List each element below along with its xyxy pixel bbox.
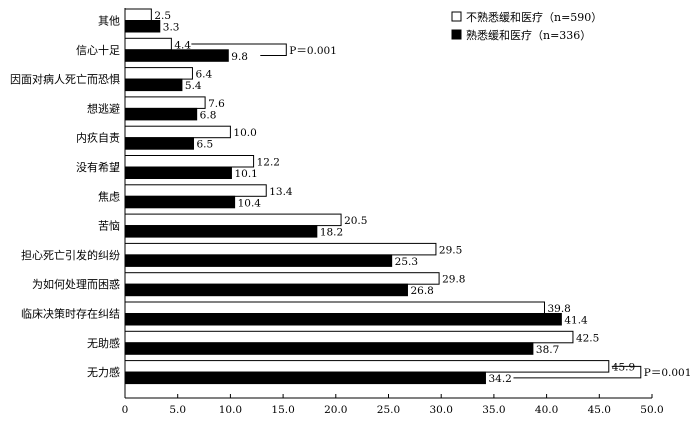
value-label: 25.3 <box>395 256 418 268</box>
legend-swatch-unfamiliar <box>451 11 462 22</box>
category-label: 为如何处理而困惑 <box>32 277 120 291</box>
category-label: 信心十足 <box>76 43 120 57</box>
value-label: 10.0 <box>233 127 256 139</box>
x-axis: 0 5.0 10.0 15.0 20.0 25.0 30.0 35.0 40.0 45.0 50.0 <box>122 8 664 416</box>
value-label: 38.7 <box>536 344 559 356</box>
value-label: 7.6 <box>208 98 225 110</box>
p-value-label: P＝0.001 <box>644 367 692 379</box>
bar-familiar <box>124 49 229 62</box>
bar-familiar <box>124 371 486 385</box>
p-value-label: P＝0.001 <box>289 45 337 57</box>
category-label: 担心死亡引发的纠纷 <box>21 248 120 262</box>
value-label: 2.5 <box>154 10 171 22</box>
bar-unfamiliar <box>124 330 574 344</box>
category-label: 无力感 <box>87 366 120 379</box>
value-label: 5.4 <box>185 80 202 92</box>
legend: 不熟悉缓和医疗（n=590） 熟悉缓和医疗（n=336） <box>451 10 602 42</box>
x-tick-label: 0 <box>122 404 129 416</box>
value-label: 20.5 <box>344 215 367 227</box>
significance-bracket <box>191 43 287 57</box>
bar-familiar <box>124 78 183 92</box>
bar-unfamiliar <box>124 301 545 314</box>
x-tick-label: 45.0 <box>588 404 611 416</box>
bar-unfamiliar <box>124 67 193 80</box>
value-label: 6.4 <box>195 69 212 81</box>
category-label: 想逃避 <box>87 101 120 115</box>
value-label: 39.8 <box>547 303 570 315</box>
bars <box>124 8 610 385</box>
p-value-annotations: P＝0.001 P＝0.001 <box>191 43 692 379</box>
bar-familiar <box>124 20 161 33</box>
x-tick-label: 35.0 <box>482 404 505 416</box>
value-label: 9.8 <box>231 51 248 63</box>
legend-label: 熟悉缓和医疗（n=336） <box>466 28 591 42</box>
bar-unfamiliar <box>124 8 152 21</box>
significance-bracket <box>513 365 642 379</box>
bar-familiar <box>124 342 534 355</box>
value-label: 4.4 <box>174 39 191 51</box>
value-label: 10.4 <box>238 197 262 209</box>
value-label: 6.8 <box>200 109 217 121</box>
bar-familiar <box>124 225 318 238</box>
bar-unfamiliar <box>124 184 267 197</box>
value-label: 3.3 <box>163 22 180 34</box>
value-label: 41.4 <box>564 315 588 327</box>
category-label: 临床决策时存在纠结 <box>21 307 120 321</box>
value-label: 29.8 <box>442 274 465 286</box>
bar-unfamiliar <box>124 360 610 373</box>
bar-unfamiliar <box>124 213 342 227</box>
bar-familiar <box>124 107 198 121</box>
legend-swatch-familiar <box>451 29 462 40</box>
value-label: 34.2 <box>488 373 511 385</box>
bar-familiar <box>124 137 195 150</box>
bar-unfamiliar <box>124 272 440 285</box>
category-labels: 其他信心十足因面对病人死亡而恐惧想逃避内疚自责没有希望焦虑苦恼担心死亡引发的纠纷… <box>10 15 120 380</box>
x-tick-label: 25.0 <box>377 404 400 416</box>
bar-unfamiliar <box>124 125 231 139</box>
bar-unfamiliar <box>124 155 255 168</box>
bar-unfamiliar <box>124 37 172 51</box>
x-tick-label: 10.0 <box>219 404 242 416</box>
bar-familiar <box>124 313 562 326</box>
bar-familiar <box>124 283 408 297</box>
value-label: 6.5 <box>197 139 214 151</box>
bar-familiar <box>124 254 393 267</box>
x-tick-label: 5.0 <box>169 404 186 416</box>
category-label: 因面对病人死亡而恐惧 <box>10 72 120 86</box>
category-label: 焦虑 <box>98 190 120 203</box>
x-tick-label: 30.0 <box>430 404 453 416</box>
value-label: 42.5 <box>576 332 599 344</box>
category-label: 内疚自责 <box>76 131 120 145</box>
value-label: 18.2 <box>320 227 343 239</box>
value-label: 29.5 <box>439 244 462 256</box>
x-tick-label: 50.0 <box>640 404 663 416</box>
category-label: 无助感 <box>87 336 120 350</box>
legend-label: 不熟悉缓和医疗（n=590） <box>466 10 602 24</box>
bar-familiar <box>124 195 236 209</box>
x-tick-label: 40.0 <box>535 404 558 416</box>
bar-unfamiliar <box>124 242 437 256</box>
category-label: 其他 <box>98 15 120 28</box>
category-label: 苦恼 <box>98 220 120 233</box>
value-label: 12.2 <box>257 157 280 169</box>
value-label: 45.9 <box>612 362 635 374</box>
bar-familiar <box>124 166 232 179</box>
x-tick-label: 15.0 <box>271 404 294 416</box>
category-label: 没有希望 <box>76 160 120 174</box>
value-label: 10.1 <box>234 168 257 180</box>
value-label: 26.8 <box>410 285 433 297</box>
value-labels: 2.5 4.4 6.4 7.6 10.0 12.2 13.4 20.5 29.5 29.8 39.8… <box>154 10 635 385</box>
value-label: 13.4 <box>269 186 293 198</box>
bar-unfamiliar <box>124 96 206 109</box>
x-tick-label: 20.0 <box>324 404 347 416</box>
